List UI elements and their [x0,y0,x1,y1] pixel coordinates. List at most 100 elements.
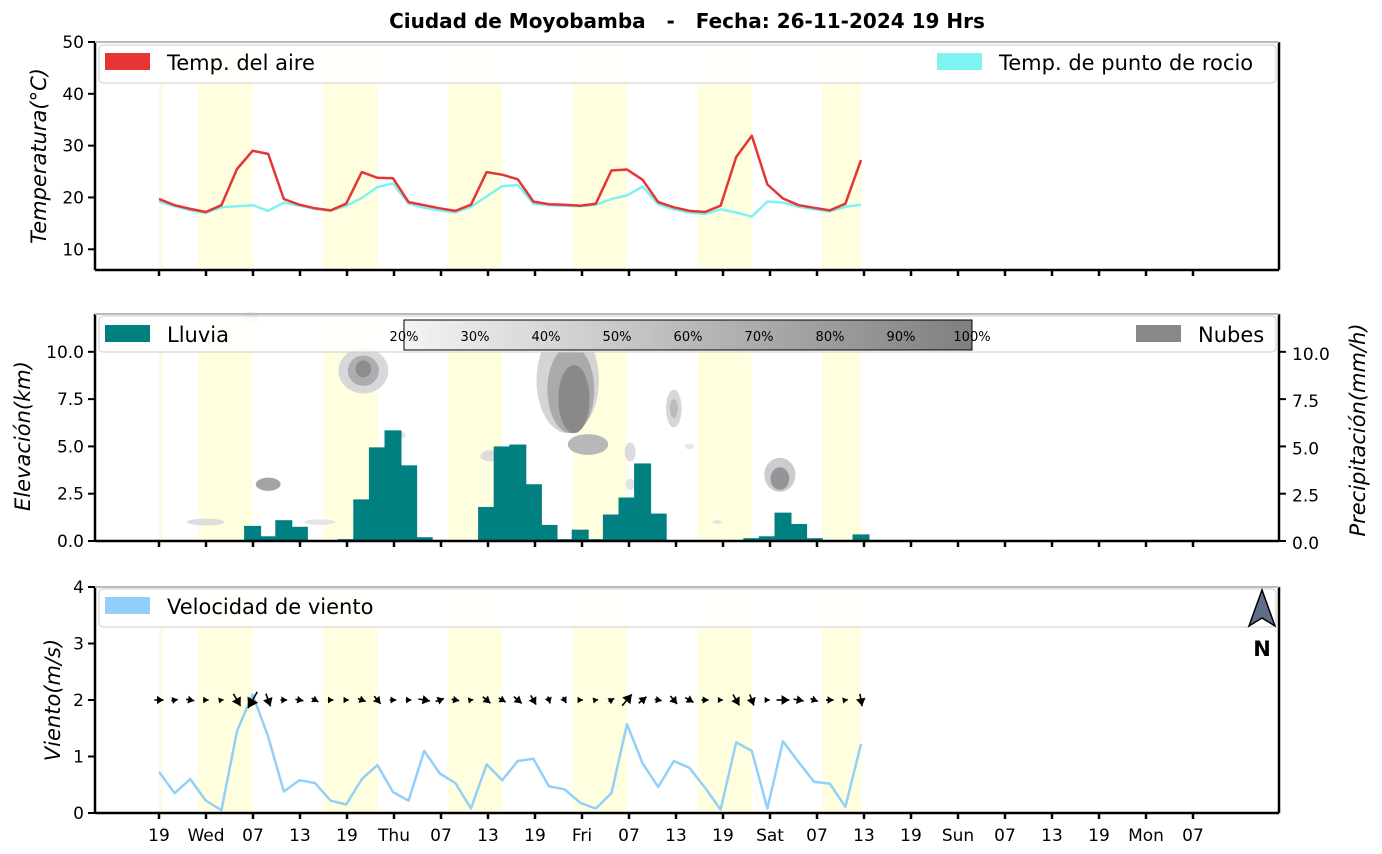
wind-arrow-head [421,695,430,705]
wind-arrow-head [622,694,632,705]
colorbar-label: 100% [953,330,990,345]
x-tick-label: 19 [336,826,358,846]
wind-arrow-head [328,696,334,704]
y-tick-label: 40 [62,85,84,105]
daytime-band [198,316,253,539]
rain-bar [805,538,823,541]
y-tick-label: 2.5 [57,485,84,505]
x-tick-label: 19 [712,826,734,846]
rain-bar [524,484,542,541]
y-tick-label-right: 5.0 [1292,439,1319,459]
wind-arrow-head [746,696,756,706]
daytime-band [159,316,163,539]
y-axis-label: Temperatura(°C) [27,68,51,244]
rain-bar [493,446,511,541]
y-axis-label-right: Precipitación(mm/h) [1346,323,1370,536]
precipitation-panel: 0.0 2.5 5.0 7.5 10.0 0.0 2.5 5.0 7.5 10.0 Elevació… [11,312,1370,554]
y-tick-label: 3 [73,635,84,655]
rain-bar [244,525,262,541]
x-tick-label: Sat [756,826,784,846]
cloud-colorbar [403,319,973,351]
x-tick-label: 19 [148,826,170,846]
wind-arrow-head [781,695,790,705]
wind-arrow-head [827,696,834,704]
cloud-contour [255,477,281,491]
rain-bar [790,523,808,541]
wind-arrow-head [390,696,397,704]
wind-arrow-head [358,695,366,703]
legend-swatch-air [105,53,150,70]
y-axis-label-left: Elevación(km) [11,361,35,511]
x-tick-label: Sun [942,826,974,846]
rain-bar [852,534,870,541]
wind-arrow-head [592,697,599,704]
rain-bar [415,537,433,541]
daytime-band [822,316,861,539]
x-tick-label: 07 [1182,826,1204,846]
y-tick-label: 4 [73,578,84,598]
wind-arrow-head [528,696,537,705]
rain-bar [290,526,308,541]
chart-title: Ciudad de Moyobamba - Fecha: 26-11-2024 … [389,9,985,33]
wind-arrow-head [577,696,583,704]
compass-north-label: N [1253,637,1271,661]
x-tick-label: Fri [572,826,592,846]
wind-panel: 0 1 2 3 4 Viento(m/s) Velocidad de viento N 19 We… [41,578,1281,846]
y-tick-label: 50 [62,33,84,53]
y-tick-label: 20 [62,188,84,208]
wind-arrow-head [513,695,522,704]
x-tick-label: 19 [900,826,922,846]
wind-arrow-head [452,695,460,704]
wind-arrow-head [498,695,506,703]
colorbar-label: 40% [532,330,561,345]
wind-arrow-head [796,695,804,704]
wind-arrow-head [482,695,491,704]
x-tick-label: 13 [289,826,311,846]
wind-arrow-head [436,696,444,705]
rain-bar [540,524,558,541]
y-tick-label: 2 [73,691,84,711]
cloud-contour [684,443,695,450]
x-tick-label: 07 [618,826,640,846]
legend-label-wind: Velocidad de viento [167,595,373,619]
x-tick-label: Thu [377,826,410,846]
x-tick-label: 13 [1041,826,1063,846]
legend-label-clouds: Nubes [1198,323,1264,347]
colorbar-label: 60% [674,330,703,345]
rain-bar [259,536,277,541]
x-tick-label: 07 [242,826,264,846]
rain-bar [649,513,667,541]
rain-bar [478,506,496,541]
legend-box [98,588,1277,628]
daytime-band [697,316,752,539]
rain-bar [275,520,293,541]
wind-arrow-head [187,695,195,704]
x-tick-label: 19 [1088,826,1110,846]
cloud-contour [304,519,336,525]
rain-bar [353,499,371,541]
legend-swatch-dew [937,53,982,70]
x-tick-label: 19 [524,826,546,846]
rain-bar [384,430,402,541]
x-tick-label: 07 [806,826,828,846]
y-tick-label: 10 [62,240,84,260]
wind-arrow-head [281,696,288,704]
x-tick-label: 07 [994,826,1016,846]
y-tick-label-right: 10.0 [1292,345,1330,365]
wind-arrow-head [607,698,615,705]
y-tick-label: 7.5 [57,390,84,410]
y-tick-label-right: 7.5 [1292,392,1319,412]
cloud-contour [625,478,635,490]
colorbar-label: 20% [390,330,419,345]
wind-arrow-head [669,695,678,704]
colorbar-label: 30% [461,330,490,345]
cloud-contour [567,434,609,455]
wind-arrow-head [247,696,259,709]
wind-arrow-head [343,696,349,704]
colorbar-label: 50% [603,330,632,345]
x-tick-label: 13 [477,826,499,846]
rain-bar [400,465,418,541]
cloud-contour [355,360,372,378]
wind-arrow-head [203,696,209,704]
rain-bar [618,497,636,541]
